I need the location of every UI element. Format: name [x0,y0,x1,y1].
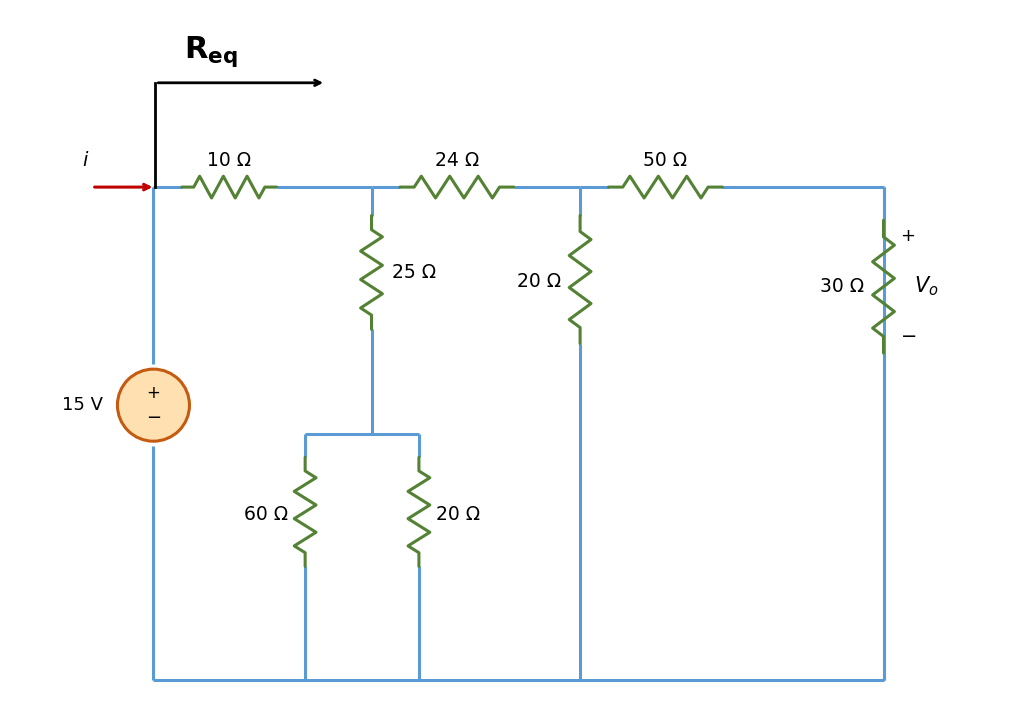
Text: 60 Ω: 60 Ω [244,505,288,523]
Text: +: + [147,384,161,402]
Text: $i$: $i$ [81,151,89,170]
Text: 20 Ω: 20 Ω [517,273,561,291]
Text: 50 Ω: 50 Ω [643,151,687,170]
Text: $V_o$: $V_o$ [914,275,939,299]
Text: 25 Ω: 25 Ω [392,263,437,282]
Text: −: − [901,328,917,347]
Circle shape [117,369,189,442]
Text: 30 Ω: 30 Ω [821,277,864,296]
Text: 15 V: 15 V [62,396,103,414]
Text: 24 Ω: 24 Ω [435,151,479,170]
Text: 20 Ω: 20 Ω [436,505,480,523]
Text: −: − [146,410,161,428]
Text: 10 Ω: 10 Ω [208,151,251,170]
Text: $\mathbf{R_{eq}}$: $\mathbf{R_{eq}}$ [184,33,237,69]
Text: +: + [901,228,915,245]
